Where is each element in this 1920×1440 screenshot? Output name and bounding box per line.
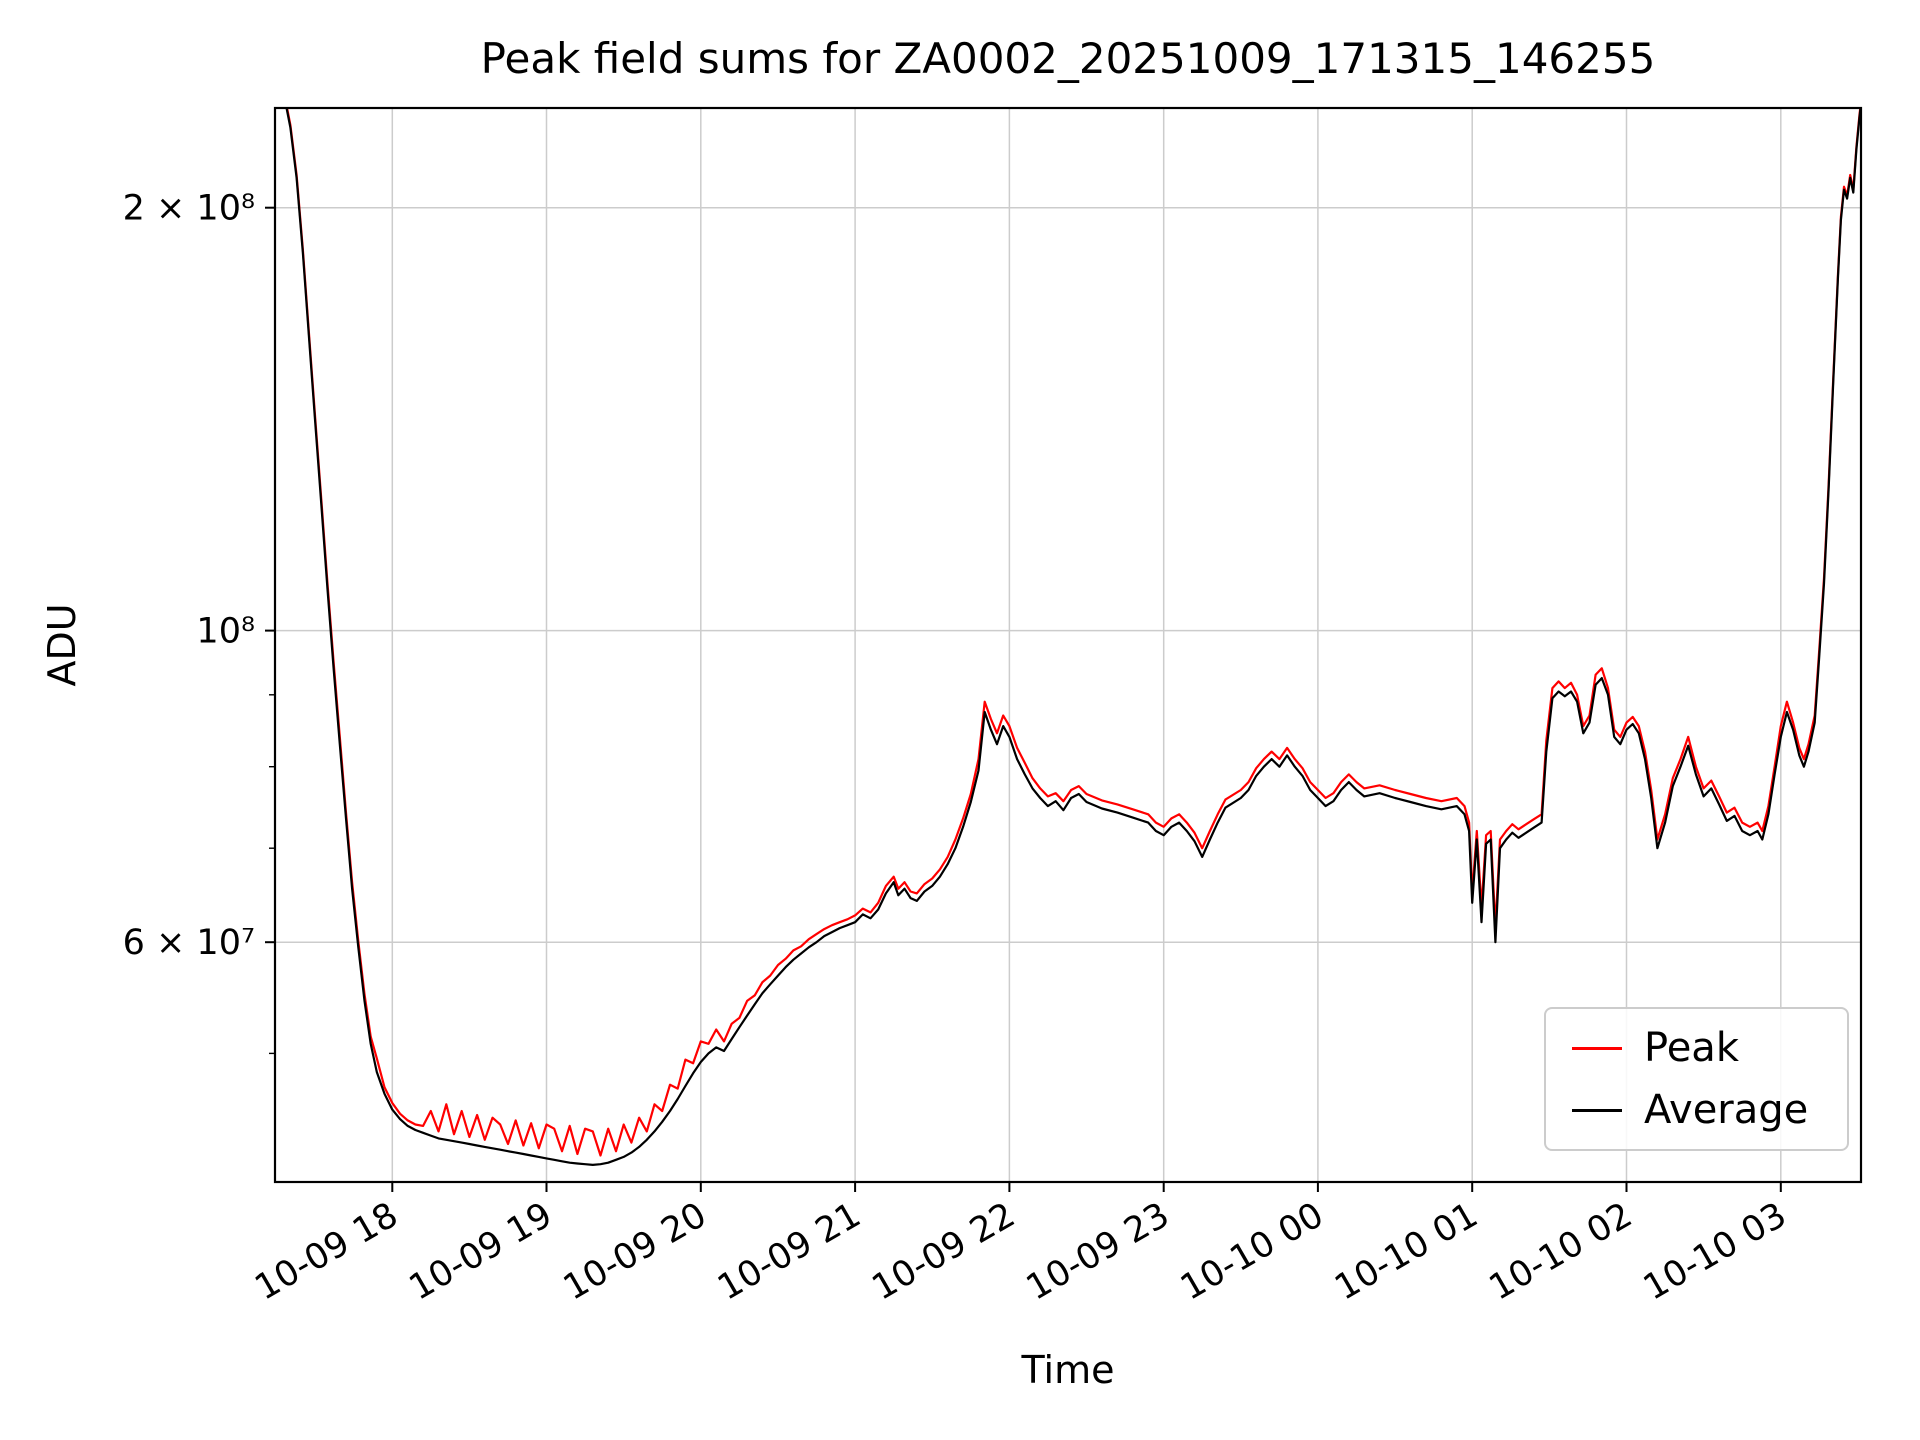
legend-label-peak: Peak <box>1644 1025 1739 1071</box>
plot-background <box>275 108 1861 1182</box>
legend-label-average: Average <box>1644 1087 1809 1133</box>
x-tick-label: 10-09 21 <box>711 1195 867 1308</box>
average-series-line <box>285 108 1861 1166</box>
x-tick-label: 10-09 20 <box>557 1195 713 1308</box>
y-axis-label: ADU <box>40 603 84 687</box>
y-tick-label: 2 × 10⁸ <box>123 189 255 229</box>
x-axis-label: Time <box>1021 1348 1115 1392</box>
chart-title: Peak field sums for ZA0002_20251009_1713… <box>480 34 1656 83</box>
legend-item-peak: Peak <box>1572 1025 1821 1071</box>
x-tick-label: 10-10 03 <box>1637 1195 1793 1308</box>
y-tick-label: 6 × 10⁷ <box>123 923 255 963</box>
legend: Peak Average <box>1544 1007 1849 1151</box>
peak-line-swatch <box>1572 1046 1622 1050</box>
x-tick-label: 10-09 23 <box>1020 1195 1176 1308</box>
x-tick-label: 10-10 02 <box>1483 1195 1639 1308</box>
x-tick-label: 10-10 00 <box>1174 1195 1330 1308</box>
average-line-swatch <box>1572 1108 1622 1112</box>
x-tick-label: 10-09 22 <box>866 1195 1022 1308</box>
legend-item-average: Average <box>1572 1087 1821 1133</box>
y-tick-label: 10⁸ <box>196 612 255 652</box>
x-tick-label: 10-10 01 <box>1328 1195 1484 1308</box>
plot-frame <box>273 106 1863 1184</box>
x-tick-label: 10-09 18 <box>249 1195 405 1308</box>
x-tick-label: 10-09 19 <box>403 1195 559 1308</box>
